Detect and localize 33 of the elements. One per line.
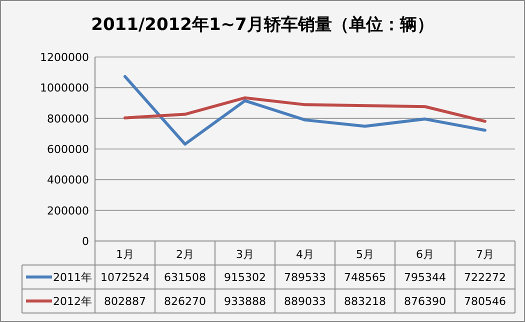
y-tick-label: 1200000 xyxy=(40,51,89,64)
x-tick-label: 1月 xyxy=(116,248,134,261)
x-tick-label: 7月 xyxy=(476,248,494,261)
data-label: 795344 xyxy=(404,271,446,284)
line-series xyxy=(124,96,486,123)
y-tick-label: 400000 xyxy=(47,174,89,187)
data-label: 1072524 xyxy=(100,271,150,284)
y-tick-label: 200000 xyxy=(47,204,89,218)
chart-title: 2011/2012年1~7月轿车销量（单位：辆） xyxy=(91,15,434,35)
data-label: 826270 xyxy=(164,295,206,308)
data-label: 722272 xyxy=(464,271,506,284)
x-tick-label: 6月 xyxy=(416,248,434,261)
legend-label: 2012年 xyxy=(53,295,92,308)
line-series xyxy=(124,75,486,146)
data-label: 789533 xyxy=(284,271,326,284)
data-label: 933888 xyxy=(224,295,266,308)
data-label: 748565 xyxy=(344,271,386,284)
y-tick-label: 600000 xyxy=(47,143,89,156)
x-tick-label: 3月 xyxy=(236,248,254,261)
data-label: 883218 xyxy=(344,295,386,308)
x-tick-label: 5月 xyxy=(356,248,374,261)
x-tick-label: 4月 xyxy=(296,248,314,261)
data-label: 802887 xyxy=(104,295,146,308)
data-label: 876390 xyxy=(404,295,446,308)
data-label: 780546 xyxy=(464,295,506,308)
y-tick-label: 0 xyxy=(82,235,89,248)
x-tick-label: 2月 xyxy=(176,248,194,261)
data-label: 915302 xyxy=(224,271,266,284)
data-label: 889033 xyxy=(284,295,326,308)
y-tick-label: 1000000 xyxy=(40,82,89,95)
legend-label: 2011年 xyxy=(53,271,92,284)
data-label: 631508 xyxy=(164,271,206,284)
y-tick-label: 800000 xyxy=(47,112,89,126)
